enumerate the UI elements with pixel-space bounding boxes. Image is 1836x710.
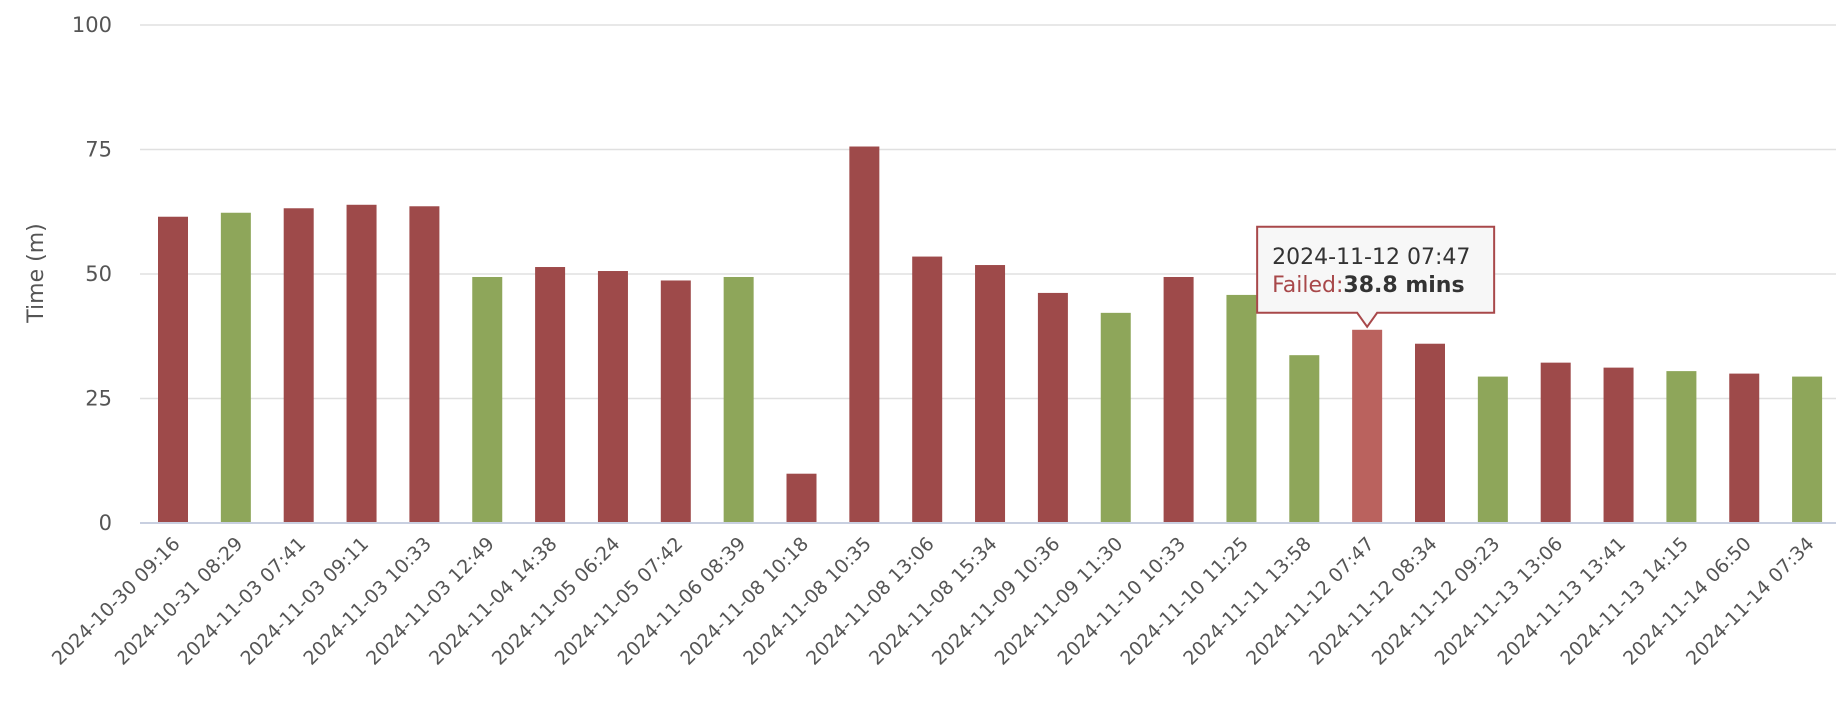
bar[interactable] — [283, 208, 314, 523]
tooltip-date: 2024-11-12 07:47 — [1272, 245, 1470, 270]
bar[interactable] — [220, 212, 251, 523]
bar[interactable] — [409, 206, 440, 523]
bar[interactable] — [1666, 371, 1697, 523]
bar[interactable] — [1226, 294, 1257, 523]
y-tick-label: 0 — [99, 511, 112, 535]
tooltip-value-line: Failed:38.8 mins — [1272, 273, 1464, 298]
bar[interactable] — [1603, 367, 1634, 523]
bar[interactable] — [1352, 329, 1383, 523]
bar[interactable] — [346, 204, 377, 523]
bar[interactable] — [1037, 292, 1068, 523]
bar[interactable] — [1100, 312, 1131, 523]
bar[interactable] — [1415, 343, 1445, 523]
y-axis-title: Time (m) — [24, 223, 49, 323]
y-tick-label: 100 — [72, 13, 112, 37]
bar[interactable] — [1477, 376, 1508, 523]
tooltip-box — [1256, 225, 1496, 329]
bar[interactable] — [786, 473, 817, 523]
tooltip-value: 38.8 mins — [1343, 273, 1464, 298]
bar[interactable] — [597, 271, 628, 523]
bar[interactable] — [849, 146, 880, 523]
bar[interactable] — [1729, 373, 1760, 523]
bar[interactable] — [1792, 376, 1823, 523]
y-tick-label: 25 — [85, 387, 112, 411]
bar[interactable] — [723, 276, 754, 523]
bar[interactable] — [1540, 362, 1571, 523]
bar[interactable] — [1163, 276, 1194, 523]
bar[interactable] — [158, 216, 188, 524]
tooltip: 2024-11-12 07:47 Failed:38.8 mins — [1256, 225, 1496, 329]
tooltip-status-label: Failed: — [1272, 273, 1343, 298]
bar[interactable] — [1289, 355, 1320, 523]
y-tick-label: 50 — [85, 262, 112, 286]
bar[interactable] — [472, 276, 503, 523]
y-axis-ticks: 0 25 50 75 100 — [72, 13, 112, 535]
bar[interactable] — [912, 256, 943, 523]
bar[interactable] — [660, 280, 691, 523]
bar[interactable] — [975, 265, 1006, 523]
bar-layer — [158, 146, 1823, 524]
bar[interactable] — [535, 267, 566, 523]
y-tick-label: 75 — [85, 138, 112, 162]
